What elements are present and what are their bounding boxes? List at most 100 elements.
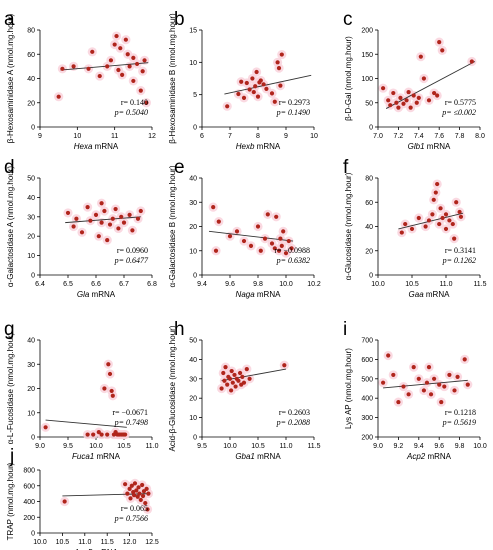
data-point [416, 376, 421, 381]
x-axis-label: Gla mRNA [77, 290, 116, 299]
data-point [105, 64, 110, 69]
data-point [386, 98, 391, 103]
x-tick-label: 9.6 [434, 443, 444, 450]
x-tick-label: 9.0 [35, 443, 45, 450]
data-point [455, 374, 460, 379]
data-point [404, 98, 409, 103]
y-tick-label: 15 [189, 28, 197, 35]
x-axis-label: Gba1 mRNA [235, 452, 281, 461]
p-value: p= 0.5619 [442, 418, 476, 427]
data-point [71, 64, 76, 69]
panel-a: a 9 10 11 12 0 20 40 60 80 Hexa mRNA β-Hexosaminida… [4, 9, 156, 151]
data-point [143, 500, 148, 506]
data-point [435, 93, 440, 98]
panel-letter: d [4, 157, 15, 178]
y-tick-label: 20 [189, 396, 197, 403]
data-point [409, 226, 415, 232]
data-point [102, 208, 107, 214]
data-point [85, 205, 90, 210]
x-axis-suffix: mRNA [425, 452, 451, 461]
r-value: r= 0.0960 [117, 246, 148, 255]
data-point [423, 224, 428, 229]
data-point [274, 214, 279, 219]
data-point [416, 215, 421, 221]
data-point [437, 382, 442, 387]
y-tick-label: 30 [189, 376, 197, 383]
data-point [236, 378, 241, 383]
x-tick-label: 9.4 [414, 443, 424, 450]
y-tick-label: 20 [27, 100, 35, 107]
x-axis-label: Acp5 mRNA [73, 548, 119, 550]
p-value: p= 0.2088 [276, 418, 310, 427]
data-point [454, 200, 459, 205]
x-tick-label: 11.0 [439, 281, 452, 288]
y-tick-label: 10 [189, 415, 197, 422]
x-tick-label: 9.4 [197, 281, 207, 288]
p-value: p= 0.6477 [114, 256, 149, 265]
y-tick-label: 200 [361, 435, 373, 442]
y-tick-label: 20 [189, 224, 197, 231]
data-point [56, 94, 61, 99]
r-value: r= 0.5775 [445, 98, 476, 107]
data-point [119, 214, 124, 219]
data-point [112, 42, 117, 47]
data-point [131, 55, 136, 60]
y-axis-label: TRAP (nmol.mg.hour) [6, 462, 15, 540]
data-point [86, 66, 91, 71]
y-tick-label: 400 [23, 499, 35, 506]
data-point [107, 371, 113, 377]
panel-i: i 9.0 9.2 9.4 9.6 9.8 10.0 200 300 400 500 600 700 Ac… [343, 319, 487, 461]
y-tick-label: 60 [365, 200, 373, 207]
trend-line [65, 216, 141, 224]
data-point [123, 37, 128, 42]
x-axis-gene: Gba1 [235, 452, 255, 461]
y-axis-label: β-Hexosaminidase A (nmol.mg.hour) [6, 13, 15, 143]
y-tick-label: 50 [189, 338, 197, 345]
data-point [418, 54, 423, 59]
data-point [138, 208, 143, 214]
data-point [71, 224, 76, 229]
data-point [396, 399, 401, 405]
data-point [411, 93, 416, 98]
y-tick-label: 10 [27, 410, 35, 417]
x-axis-label: Glb1 mRNA [408, 142, 451, 151]
y-tick-label: 800 [23, 468, 35, 475]
data-point [219, 386, 224, 391]
y-tick-label: 0 [193, 435, 197, 442]
x-axis-suffix: mRNA [94, 452, 120, 461]
data-point [135, 216, 141, 221]
x-tick-label: 7.4 [414, 133, 424, 140]
panel-letter: j [9, 446, 14, 467]
data-point [134, 488, 139, 493]
data-point [452, 236, 457, 241]
data-point [391, 90, 396, 96]
data-point [452, 388, 457, 393]
x-axis-gene: Acp5 [73, 548, 93, 550]
data-point [406, 89, 411, 95]
data-point [90, 49, 95, 54]
p-value: p= ≤0.002 [441, 108, 476, 117]
x-tick-label: 11.5 [101, 539, 114, 546]
data-point [432, 90, 437, 96]
data-point [225, 104, 230, 109]
data-point [247, 376, 252, 381]
data-point [142, 58, 147, 63]
r-value: r= 0.065 [121, 504, 148, 513]
data-point [386, 353, 391, 358]
y-tick-label: 700 [361, 338, 373, 345]
data-point [240, 374, 245, 379]
y-axis-label: α-Glucosidase (nmol.mg.hour) [344, 172, 353, 280]
data-point [128, 496, 133, 501]
data-point [275, 60, 280, 65]
panel-letter: c [343, 9, 353, 30]
x-axis-suffix: mRNA [254, 142, 280, 151]
data-point [421, 388, 426, 393]
data-point [99, 432, 104, 437]
data-point [74, 216, 79, 221]
data-point [211, 205, 216, 210]
data-point [391, 372, 396, 378]
data-point [258, 78, 263, 83]
data-point [138, 88, 143, 93]
data-point [140, 69, 145, 74]
